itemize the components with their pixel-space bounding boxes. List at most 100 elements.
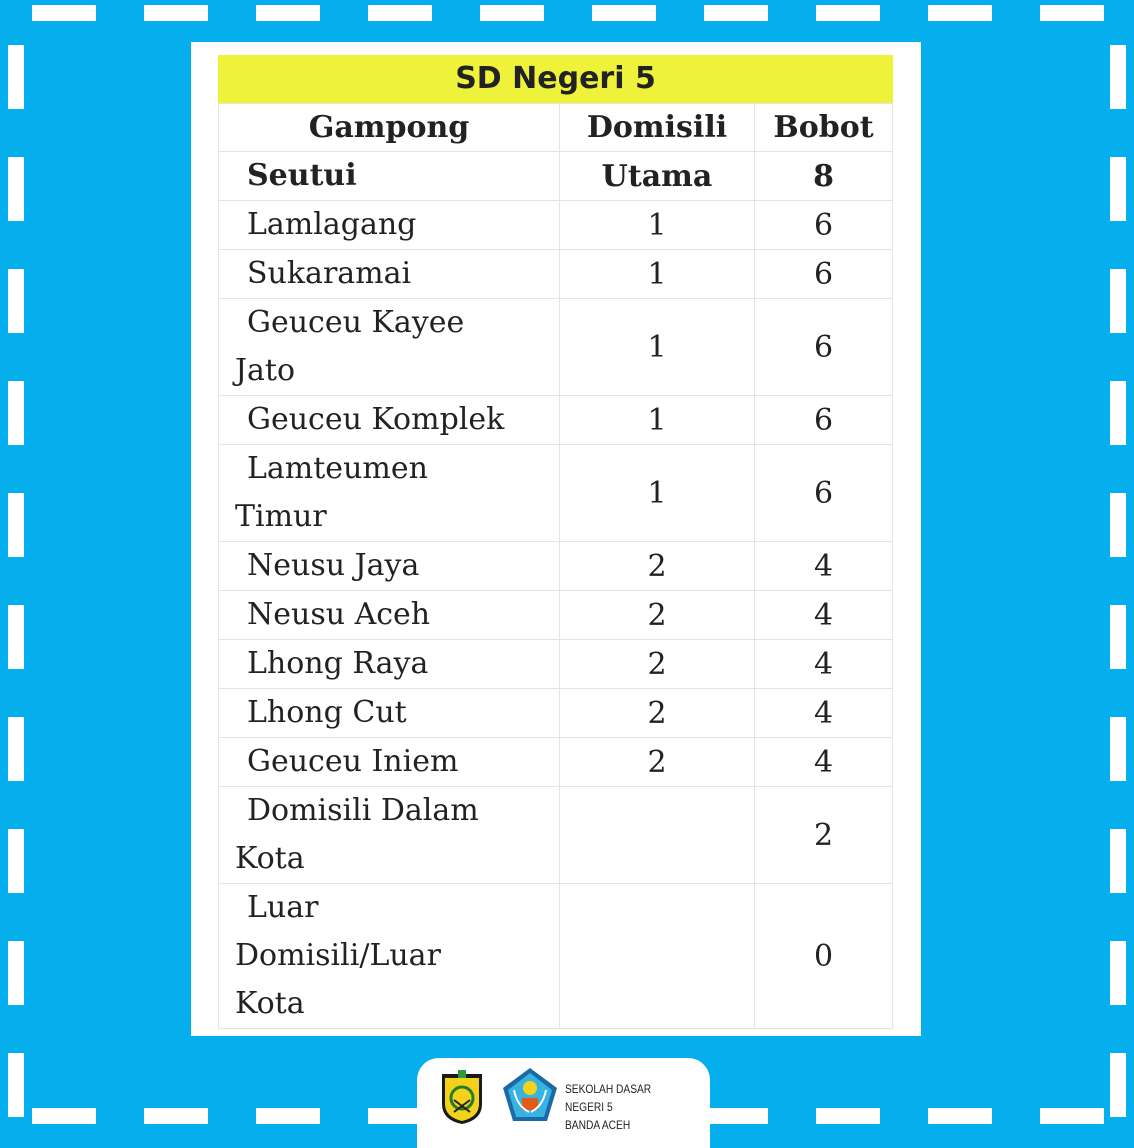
border-dash [8,829,24,893]
table-row: Geuceu Iniem 2 4 [218,737,893,787]
border-dash [368,5,432,21]
border-dash [8,493,24,557]
border-dash [8,941,24,1005]
bobot-cell: 4 [754,590,893,640]
border-dash [32,1108,96,1124]
bobot-cell: 6 [754,395,893,445]
border-dash [1040,1108,1104,1124]
bobot-cell: 2 [754,786,893,884]
border-dash [8,717,24,781]
domisili-cell [559,786,755,884]
gampong-name-line: Geuceu Iniem [247,744,459,779]
domisili-cell: 2 [559,590,755,640]
border-dash [256,5,320,21]
border-dash [368,1108,432,1124]
gampong-cell: Neusu Jaya [218,541,560,591]
footer-badge: SEKOLAH DASAR NEGERI 5 BANDA ACEH [417,1058,710,1148]
gampong-name-line: Neusu Aceh [247,597,431,632]
border-dash [8,269,24,333]
gampong-cell: Sukaramai [218,249,560,299]
table-row: Neusu Jaya 2 4 [218,541,893,591]
domisili-cell: 2 [559,541,755,591]
border-dash [704,1108,768,1124]
bobot-cell: 6 [754,298,893,396]
gampong-name-line: Lhong Cut [247,695,407,730]
domisili-cell: Utama [559,151,755,201]
border-dash [1110,45,1126,109]
school-name: SEKOLAH DASAR NEGERI 5 BANDA ACEH [565,1080,688,1134]
gampong-name-line: Lamteumen [247,451,428,486]
gampong-name-line: Geuceu Komplek [247,402,505,437]
domisili-cell: 1 [559,249,755,299]
bobot-cell: 6 [754,249,893,299]
school-name-line1: SEKOLAH DASAR NEGERI 5 [565,1082,652,1114]
domisili-cell: 1 [559,395,755,445]
gampong-name-line: Sukaramai [247,256,412,291]
border-dash [8,381,24,445]
gampong-cell: Luar Domisili/Luar Kota [218,883,560,1029]
gampong-cell: Lhong Cut [218,688,560,738]
table-row: Geuceu Kayee Jato 1 6 [218,298,893,396]
border-dash [816,5,880,21]
border-dash [1110,269,1126,333]
gampong-name-line: Domisili Dalam [247,793,479,828]
domisili-cell: 2 [559,639,755,689]
border-dash [8,45,24,109]
gampong-name-line: Lamlagang [247,207,417,242]
tut-wuri-handayani-emblem-icon [503,1068,557,1121]
border-dash [1110,605,1126,669]
header-row: Gampong Domisili Bobot [218,103,893,152]
gampong-cell: Domisili Dalam Kota [218,786,560,884]
border-dash [816,1108,880,1124]
header-domisili: Domisili [559,103,755,152]
table-title: SD Negeri 5 [218,55,893,103]
gampong-name-line: Kota [235,841,305,876]
banda-aceh-city-emblem-icon [442,1070,482,1124]
border-dash [1110,1053,1126,1117]
domisili-cell: 1 [559,444,755,542]
school-name-line2: BANDA ACEH [565,1118,631,1132]
gampong-name-line: Lhong Raya [247,646,429,681]
border-dash [8,157,24,221]
table-row: Domisili Dalam Kota 2 [218,786,893,884]
domisili-cell: 1 [559,200,755,250]
border-dash [1110,381,1126,445]
table-row: Lhong Cut 2 4 [218,688,893,738]
table-card: SD Negeri 5 Gampong Domisili Bobot Seutu… [191,42,921,1036]
bobot-cell: 4 [754,541,893,591]
bobot-cell: 6 [754,200,893,250]
header-gampong: Gampong [218,103,560,152]
gampong-name-line: Luar [247,890,319,925]
bobot-cell: 6 [754,444,893,542]
gampong-cell: Geuceu Iniem [218,737,560,787]
bobot-cell: 0 [754,883,893,1029]
table-row: Lhong Raya 2 4 [218,639,893,689]
border-dash [1110,941,1126,1005]
gampong-name-line: Geuceu Kayee [247,305,465,340]
gampong-name-line: Jato [235,353,296,388]
gampong-name-line: Seutui [247,158,357,193]
table-row: Lamteumen Timur 1 6 [218,444,893,542]
domisili-cell: 2 [559,688,755,738]
gampong-name-line: Timur [235,499,327,534]
border-dash [144,5,208,21]
border-dash [592,5,656,21]
border-dash [1110,493,1126,557]
header-bobot: Bobot [754,103,893,152]
bobot-cell: 4 [754,688,893,738]
table-row: Seutui Utama 8 [218,151,893,201]
gampong-cell: Lhong Raya [218,639,560,689]
border-dash [1110,717,1126,781]
gampong-cell: Lamteumen Timur [218,444,560,542]
domisili-cell [559,883,755,1029]
table-row: Geuceu Komplek 1 6 [218,395,893,445]
border-dash [1110,157,1126,221]
bobot-cell: 4 [754,737,893,787]
domisili-cell: 2 [559,737,755,787]
gampong-name-line: Domisili/Luar [235,938,441,973]
weight-table: Gampong Domisili Bobot Seutui Utama 8 Lamla… [218,103,893,1029]
table-row: Neusu Aceh 2 4 [218,590,893,640]
gampong-cell: Geuceu Kayee Jato [218,298,560,396]
gampong-cell: Lamlagang [218,200,560,250]
border-dash [928,1108,992,1124]
